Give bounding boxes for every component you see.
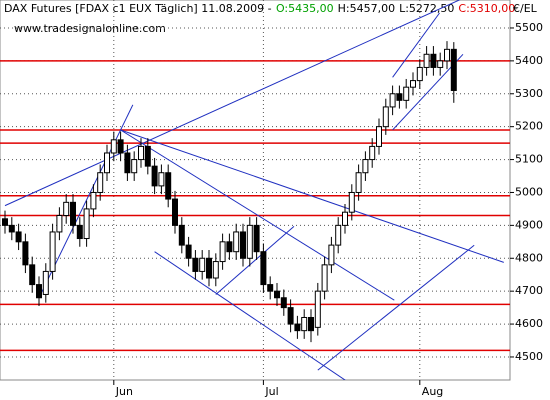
y-tick-label: 5100 — [515, 153, 543, 166]
candle-body — [151, 165, 158, 187]
candle-body — [219, 241, 226, 263]
candle-body — [280, 297, 287, 309]
candle-body — [22, 241, 29, 266]
candle-body — [444, 48, 450, 62]
candle-body — [212, 261, 219, 279]
trendline — [154, 251, 346, 380]
candle-body — [253, 224, 260, 253]
candle-body — [410, 80, 416, 88]
candle-body — [335, 224, 342, 246]
candle-body — [342, 211, 348, 226]
candle-body — [56, 214, 63, 233]
candle-body — [321, 264, 328, 292]
trendline — [215, 225, 295, 295]
candle-body — [124, 152, 131, 174]
candle-body — [110, 139, 117, 154]
x-tick-label: Jun — [115, 385, 133, 398]
candle-body — [416, 66, 423, 82]
y-tick-label: 5000 — [515, 185, 543, 198]
candle-body — [437, 60, 444, 68]
candle-body — [144, 145, 151, 167]
x-tick-label: Aug — [422, 385, 443, 398]
y-tick-label: 5500 — [515, 21, 543, 34]
candle-body — [199, 257, 206, 272]
candle-body — [158, 172, 165, 187]
candle-body — [2, 218, 8, 226]
candle-body — [206, 257, 212, 279]
quote-value: H:5457,00 — [338, 2, 395, 15]
candle-body — [240, 231, 246, 259]
candle-body — [301, 316, 308, 332]
candle-body — [362, 159, 369, 174]
trendline — [317, 244, 475, 371]
candle-body — [15, 231, 22, 243]
candle-body — [246, 224, 253, 259]
title-text: DAX Futures [FDAX c1 EUX Täglich] 11.08.… — [4, 2, 272, 15]
candle-body — [49, 231, 56, 272]
candle-body — [267, 284, 274, 292]
y-tick-label: 4500 — [515, 350, 543, 363]
candle-body — [260, 251, 267, 286]
y-tick-label: 4600 — [515, 317, 543, 330]
candle-body — [36, 284, 42, 299]
quote-value: L:5272,50 — [399, 2, 454, 15]
candle-body — [83, 208, 90, 240]
candle-body — [328, 244, 335, 266]
y-tick-label: 4700 — [515, 284, 543, 297]
candle-body — [430, 53, 437, 68]
candle-body — [450, 48, 457, 91]
y-tick-label: 5400 — [515, 54, 543, 67]
candle-body — [423, 53, 430, 68]
candle-body — [104, 152, 110, 174]
candle-body — [90, 191, 97, 210]
candle-body — [8, 224, 15, 233]
candle-body — [172, 198, 178, 226]
candle-body — [97, 172, 104, 193]
candle-body — [42, 270, 49, 295]
candle-body — [233, 231, 240, 253]
quote-value: O:5435,00 — [276, 2, 334, 15]
candle-body — [314, 290, 321, 328]
y-tick-label: 4900 — [515, 218, 543, 231]
trendline — [392, 12, 440, 78]
candle-body — [308, 316, 314, 332]
trendline — [4, 0, 461, 207]
candle-body — [63, 201, 70, 216]
candle-body — [138, 145, 144, 161]
candle-body — [355, 172, 362, 193]
candle-body — [70, 201, 76, 226]
candle-body — [117, 139, 124, 154]
candle-body — [348, 191, 355, 213]
y-tick-label: 4800 — [515, 251, 543, 264]
candle-body — [294, 323, 301, 332]
y-tick-label: 5300 — [515, 87, 543, 100]
candle-body — [165, 172, 172, 200]
candle-body — [376, 126, 382, 147]
candle-body — [76, 224, 83, 240]
chart-subtitle: www.tradesignalonline.com — [14, 22, 166, 35]
chart-title: DAX Futures [FDAX c1 EUX Täglich] 11.08.… — [4, 2, 515, 15]
candle-body — [192, 257, 199, 272]
quote-value: C:5310,00 — [458, 2, 515, 15]
trendline — [120, 129, 504, 263]
candle-body — [369, 145, 376, 161]
candle-body — [403, 86, 410, 101]
candle-body — [389, 93, 396, 108]
candle-body — [185, 244, 192, 259]
trendline — [120, 129, 395, 301]
x-tick-label: Jul — [264, 385, 278, 398]
candle-body — [226, 241, 233, 253]
y-axis-label: €/EL — [513, 2, 538, 15]
candle-body — [382, 106, 389, 128]
candle-body — [178, 224, 185, 246]
candle-body — [274, 290, 280, 299]
candle-body — [131, 159, 138, 174]
candle-body — [396, 93, 403, 101]
candle-body — [287, 307, 294, 325]
y-tick-label: 5200 — [515, 120, 543, 133]
candle-body — [29, 264, 36, 286]
